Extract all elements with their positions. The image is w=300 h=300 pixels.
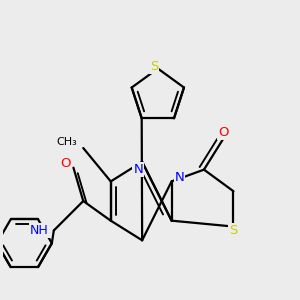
Text: CH₃: CH₃ <box>57 137 77 147</box>
Text: N: N <box>133 163 143 176</box>
Text: O: O <box>218 126 229 139</box>
Text: N: N <box>175 171 184 184</box>
Text: S: S <box>229 224 238 237</box>
Text: NH: NH <box>30 224 49 237</box>
Text: O: O <box>60 157 71 170</box>
Text: S: S <box>150 60 158 73</box>
